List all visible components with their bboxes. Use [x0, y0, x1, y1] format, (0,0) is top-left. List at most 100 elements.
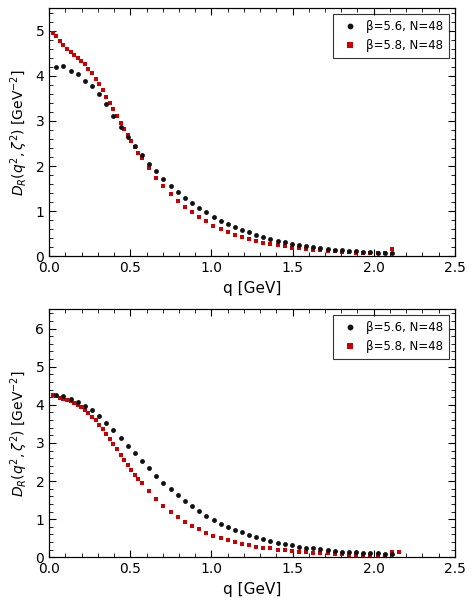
β=5.6, N=48	[275, 539, 281, 546]
β=5.6, N=48	[103, 419, 109, 427]
β=5.6, N=48	[232, 223, 237, 231]
β=5.6, N=48	[360, 549, 366, 557]
β=5.6, N=48	[303, 544, 309, 551]
β=5.6, N=48	[261, 535, 266, 543]
β=5.8, N=48	[225, 537, 230, 544]
β=5.8, N=48	[332, 247, 337, 255]
β=5.6, N=48	[296, 543, 302, 550]
β=5.6, N=48	[225, 523, 230, 531]
β=5.8, N=48	[218, 226, 223, 233]
β=5.6, N=48	[110, 427, 116, 434]
β=5.6, N=48	[218, 520, 224, 528]
β=5.6, N=48	[268, 235, 273, 243]
β=5.8, N=48	[189, 209, 195, 216]
β=5.6, N=48	[103, 100, 109, 108]
β=5.6, N=48	[75, 398, 81, 405]
Line: β=5.8, N=48: β=5.8, N=48	[50, 393, 401, 558]
Line: β=5.8, N=48: β=5.8, N=48	[50, 31, 394, 256]
β=5.6, N=48	[146, 465, 152, 472]
β=5.6, N=48	[68, 396, 73, 403]
β=5.6, N=48	[282, 238, 288, 246]
β=5.6, N=48	[125, 442, 130, 449]
β=5.6, N=48	[139, 457, 145, 465]
β=5.6, N=48	[182, 497, 188, 505]
β=5.6, N=48	[325, 245, 330, 252]
β=5.6, N=48	[61, 62, 66, 70]
β=5.6, N=48	[382, 550, 388, 557]
β=5.6, N=48	[154, 168, 159, 175]
β=5.6, N=48	[168, 485, 173, 492]
β=5.6, N=48	[253, 231, 259, 238]
Y-axis label: $D_R(q^2,\zeta^2)\ [\mathrm{GeV}^{-2}]$: $D_R(q^2,\zeta^2)\ [\mathrm{GeV}^{-2}]$	[9, 370, 30, 497]
β=5.6, N=48	[118, 434, 123, 442]
Line: β=5.6, N=48: β=5.6, N=48	[54, 64, 394, 255]
β=5.6, N=48	[132, 450, 138, 457]
β=5.6, N=48	[218, 217, 224, 224]
β=5.8, N=48	[382, 552, 388, 559]
β=5.6, N=48	[275, 237, 281, 244]
β=5.6, N=48	[96, 90, 102, 97]
β=5.6, N=48	[246, 229, 252, 236]
β=5.6, N=48	[289, 240, 295, 247]
β=5.6, N=48	[367, 549, 373, 557]
X-axis label: q [GeV]: q [GeV]	[223, 281, 281, 296]
β=5.6, N=48	[75, 70, 81, 77]
β=5.6, N=48	[310, 545, 316, 552]
β=5.6, N=48	[203, 209, 209, 216]
Legend: β=5.6, N=48, β=5.8, N=48: β=5.6, N=48, β=5.8, N=48	[333, 315, 449, 359]
β=5.6, N=48	[239, 529, 245, 536]
β=5.6, N=48	[203, 512, 209, 519]
β=5.6, N=48	[389, 550, 395, 557]
β=5.6, N=48	[389, 249, 395, 257]
β=5.6, N=48	[310, 243, 316, 250]
β=5.6, N=48	[189, 199, 195, 206]
β=5.6, N=48	[54, 64, 59, 71]
β=5.6, N=48	[175, 189, 181, 196]
β=5.8, N=48	[125, 132, 130, 139]
β=5.6, N=48	[196, 508, 202, 515]
β=5.6, N=48	[61, 393, 66, 400]
β=5.6, N=48	[239, 226, 245, 234]
β=5.6, N=48	[339, 548, 345, 555]
β=5.6, N=48	[346, 247, 352, 254]
β=5.6, N=48	[168, 182, 173, 189]
β=5.6, N=48	[132, 143, 138, 150]
β=5.6, N=48	[182, 194, 188, 201]
β=5.6, N=48	[161, 479, 166, 486]
Y-axis label: $D_R(q^2,\zeta^2)\ [\mathrm{GeV}^{-2}]$: $D_R(q^2,\zeta^2)\ [\mathrm{GeV}^{-2}]$	[9, 69, 30, 195]
β=5.6, N=48	[253, 534, 259, 541]
β=5.6, N=48	[246, 532, 252, 539]
β=5.6, N=48	[261, 233, 266, 240]
β=5.6, N=48	[382, 249, 388, 256]
β=5.6, N=48	[175, 491, 181, 499]
β=5.6, N=48	[154, 472, 159, 479]
β=5.6, N=48	[296, 241, 302, 249]
β=5.8, N=48	[93, 417, 99, 424]
β=5.6, N=48	[353, 549, 359, 556]
β=5.8, N=48	[107, 435, 113, 442]
β=5.6, N=48	[118, 123, 123, 131]
β=5.6, N=48	[189, 503, 195, 510]
β=5.6, N=48	[139, 152, 145, 159]
β=5.6, N=48	[146, 160, 152, 168]
Legend: β=5.6, N=48, β=5.8, N=48: β=5.6, N=48, β=5.8, N=48	[333, 15, 449, 58]
β=5.6, N=48	[318, 244, 323, 252]
β=5.8, N=48	[50, 30, 55, 37]
β=5.6, N=48	[367, 249, 373, 256]
β=5.6, N=48	[82, 402, 88, 409]
β=5.6, N=48	[374, 550, 380, 557]
β=5.6, N=48	[110, 112, 116, 119]
β=5.6, N=48	[318, 546, 323, 553]
X-axis label: q [GeV]: q [GeV]	[223, 581, 281, 597]
β=5.6, N=48	[54, 391, 59, 399]
β=5.6, N=48	[125, 134, 130, 141]
β=5.6, N=48	[339, 247, 345, 254]
β=5.6, N=48	[96, 413, 102, 420]
β=5.6, N=48	[332, 547, 337, 554]
β=5.8, N=48	[93, 75, 99, 82]
β=5.6, N=48	[346, 548, 352, 555]
β=5.6, N=48	[210, 516, 216, 523]
β=5.6, N=48	[161, 175, 166, 183]
β=5.6, N=48	[225, 220, 230, 227]
β=5.6, N=48	[282, 541, 288, 548]
